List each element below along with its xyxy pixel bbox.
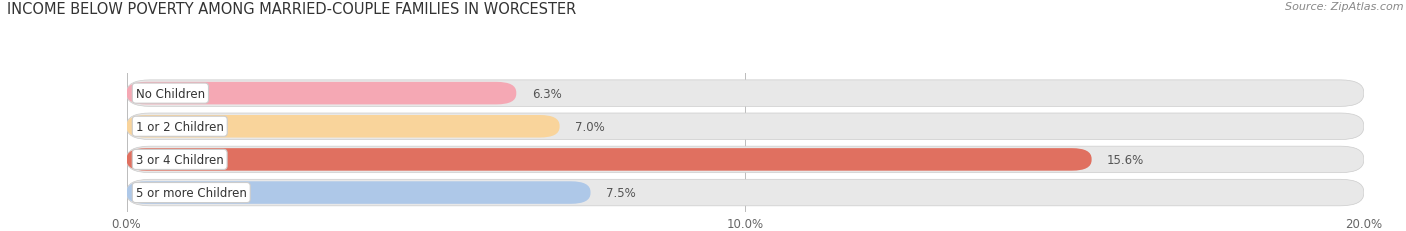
Text: 6.3%: 6.3%: [531, 87, 561, 100]
Text: 15.6%: 15.6%: [1107, 153, 1144, 166]
FancyBboxPatch shape: [127, 113, 1364, 140]
FancyBboxPatch shape: [127, 116, 560, 138]
FancyBboxPatch shape: [127, 146, 1364, 173]
Text: 5 or more Children: 5 or more Children: [136, 186, 246, 199]
FancyBboxPatch shape: [127, 82, 516, 105]
FancyBboxPatch shape: [127, 149, 1091, 171]
FancyBboxPatch shape: [127, 182, 591, 204]
Text: No Children: No Children: [136, 87, 205, 100]
Text: INCOME BELOW POVERTY AMONG MARRIED-COUPLE FAMILIES IN WORCESTER: INCOME BELOW POVERTY AMONG MARRIED-COUPL…: [7, 2, 576, 17]
Text: Source: ZipAtlas.com: Source: ZipAtlas.com: [1285, 2, 1403, 12]
Text: 7.5%: 7.5%: [606, 186, 636, 199]
Text: 1 or 2 Children: 1 or 2 Children: [136, 120, 224, 133]
Text: 7.0%: 7.0%: [575, 120, 605, 133]
FancyBboxPatch shape: [127, 179, 1364, 206]
FancyBboxPatch shape: [127, 81, 1364, 107]
Text: 3 or 4 Children: 3 or 4 Children: [136, 153, 224, 166]
